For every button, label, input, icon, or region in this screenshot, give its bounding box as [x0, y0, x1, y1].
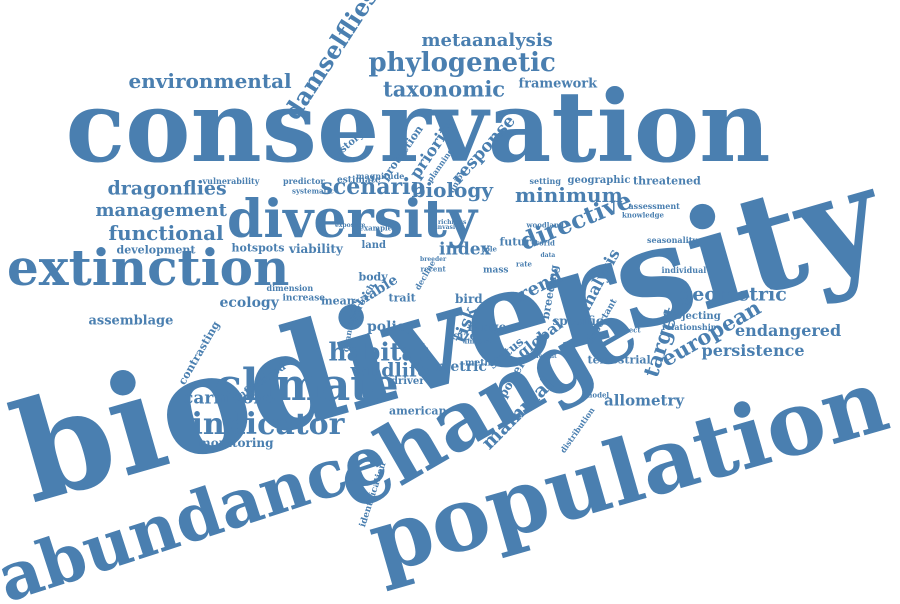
- word-individual: individual: [661, 265, 707, 275]
- word-geometric: geometric: [679, 283, 787, 306]
- word-framework: framework: [518, 76, 598, 92]
- word-future: future: [499, 235, 539, 249]
- word-exposure: exposure: [335, 222, 366, 229]
- word-allometry: allometry: [604, 391, 685, 410]
- word-land: land: [361, 240, 387, 251]
- word-size: size: [453, 329, 477, 343]
- word-predictor: predictor: [283, 176, 325, 186]
- word-rate: rate: [516, 259, 532, 269]
- word-ecology: ecology: [219, 295, 279, 311]
- word-example: example: [359, 223, 393, 233]
- word-persistence: persistence: [701, 341, 805, 360]
- word-functional: functional: [108, 221, 224, 245]
- word-bird: bird: [455, 292, 483, 306]
- word-model: model: [585, 390, 610, 400]
- word-assemblage: assemblage: [88, 313, 174, 329]
- word-range: range: [467, 320, 507, 334]
- word-mean: mean: [321, 294, 355, 308]
- word-increase: increase: [282, 293, 326, 304]
- word-knowledge: knowledge: [622, 210, 664, 220]
- word-mass: mass: [483, 265, 509, 276]
- word-wildlife: wildlife: [350, 359, 430, 382]
- word-policy: policy: [367, 319, 414, 335]
- word-taxonomic: taxonomic: [383, 76, 506, 102]
- word-climate: climate: [215, 360, 399, 411]
- word-estimate: estimate: [337, 175, 381, 186]
- word-driver: driver: [391, 376, 425, 387]
- word-data: data: [540, 252, 556, 259]
- word-vulnerability: vulnerability: [202, 176, 260, 186]
- word-development: development: [116, 243, 196, 257]
- word-trait: trait: [388, 291, 416, 305]
- word-management: management: [95, 200, 227, 221]
- word-systematic: systematic: [292, 186, 334, 196]
- word-world: world: [533, 238, 555, 248]
- word-american: american: [389, 404, 447, 418]
- word-threatened: threatened: [633, 174, 701, 188]
- word-woodland: woodland: [526, 220, 564, 230]
- word-biology: biology: [411, 178, 493, 202]
- word-diversity: diversity: [227, 189, 478, 250]
- word-phylogenetic: phylogenetic: [368, 48, 556, 78]
- word-breeder: breeder: [420, 256, 447, 263]
- word-carnivore: carnivore: [183, 388, 274, 409]
- word-indicator: indicator: [191, 407, 345, 442]
- word-method: method: [465, 358, 504, 369]
- word-different: different: [527, 353, 557, 360]
- word-scenario: scenario: [320, 174, 426, 200]
- word-dimension: dimension: [266, 283, 314, 293]
- word-body: body: [358, 270, 388, 284]
- word-geographic: geographic: [567, 175, 631, 186]
- word-terrestrial: terrestrial: [587, 353, 651, 367]
- word-seasonality: seasonality: [647, 235, 698, 245]
- word-relationship: relationship: [662, 322, 717, 332]
- word-invasive: invasive: [435, 224, 463, 231]
- word-hotspots: hotspots: [231, 241, 285, 255]
- word-metric: metric: [435, 359, 487, 375]
- word-conservation: conservation: [65, 70, 771, 185]
- word-richness: richness: [438, 219, 467, 226]
- word-endangered: endangered: [735, 321, 842, 340]
- word-insect: insect: [617, 325, 641, 335]
- word-environmental: environmental: [128, 69, 292, 93]
- word-specific: specific: [552, 314, 604, 328]
- word-dragonflies: dragonflies: [107, 177, 227, 200]
- word-projecting: projecting: [663, 311, 721, 322]
- word-recent: recent: [420, 264, 446, 274]
- word-metaanalysis: metaanalysis: [421, 30, 553, 51]
- word-setting: setting: [529, 176, 561, 186]
- word-minimum: minimum: [515, 183, 623, 207]
- word-viability: viability: [289, 242, 343, 256]
- word-index: index: [439, 239, 491, 260]
- word-role: role: [481, 244, 497, 254]
- word-habitat: habitat: [328, 337, 430, 367]
- word-magnitude: magnitude: [356, 171, 405, 181]
- word-monitoring: monitoring: [198, 436, 274, 450]
- word-extinction: extinction: [7, 238, 290, 297]
- word-import: import: [464, 336, 492, 346]
- word-assessment: assessment: [628, 201, 680, 211]
